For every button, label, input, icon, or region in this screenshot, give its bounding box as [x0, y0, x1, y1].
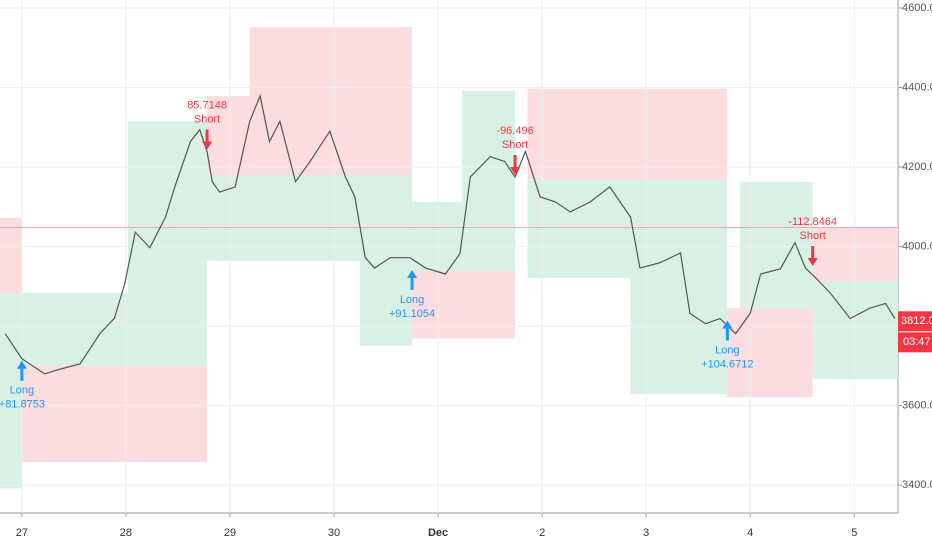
zone [462, 90, 516, 203]
trade-pnl: 85.7148 [187, 99, 227, 111]
x-tick-label: Dec [428, 527, 448, 539]
zone [630, 179, 728, 395]
zone [21, 293, 128, 366]
trade-pnl: -112.8464 [788, 216, 837, 228]
trade-side: Long [400, 294, 424, 306]
x-tick-label: 27 [16, 527, 28, 539]
trade-side: Long [10, 385, 34, 397]
trade-arrow [807, 246, 818, 267]
zone [739, 181, 813, 309]
trade-arrow [16, 360, 27, 381]
x-tick-label: 3 [643, 527, 649, 539]
zone [21, 365, 208, 463]
zone [412, 202, 516, 271]
zone [412, 270, 516, 339]
price-tag-label: 3812.0 [901, 315, 932, 327]
trade-pnl: -96.496 [496, 125, 533, 137]
price-line [4, 93, 896, 375]
y-tick-label: 3600.0 [902, 400, 932, 412]
zone [127, 121, 208, 366]
countdown-label: 03:47 [903, 336, 931, 348]
zone [360, 260, 413, 346]
trade-side: Long [715, 344, 739, 356]
zone [812, 227, 898, 282]
trade-pnl: +91.1054 [389, 308, 435, 320]
trade-arrow [202, 129, 213, 150]
zone [207, 174, 413, 261]
trade-side: Short [194, 113, 220, 125]
zone [0, 293, 22, 489]
zone [207, 95, 250, 175]
countdown-tag [898, 332, 932, 353]
y-tick-label: 4600.0 [902, 2, 932, 14]
trade-side: Short [502, 139, 528, 151]
zone [527, 179, 631, 278]
zone [0, 217, 22, 294]
trade-pnl: +81.8753 [0, 399, 45, 411]
trade-arrow [407, 270, 418, 291]
y-tick-label: 4200.0 [902, 161, 932, 173]
trade-side: Short [800, 230, 826, 242]
trade-arrow [510, 154, 521, 175]
zone [812, 281, 898, 379]
trade-pnl: +104.6712 [701, 358, 753, 370]
x-tick-label: 30 [328, 527, 340, 539]
zone [249, 27, 413, 175]
zone [527, 88, 728, 180]
x-tick-label: 29 [224, 527, 236, 539]
y-tick-label: 4000.0 [902, 240, 932, 252]
y-tick-label: 3400.0 [902, 479, 932, 491]
price-tag [898, 311, 932, 332]
y-tick-label: 4400.0 [902, 81, 932, 93]
x-tick-label: 4 [747, 527, 753, 539]
zone [727, 308, 813, 398]
x-tick-label: 2 [539, 527, 545, 539]
x-tick-label: 5 [851, 527, 857, 539]
x-tick-label: 28 [120, 527, 132, 539]
trade-arrow [722, 320, 733, 341]
